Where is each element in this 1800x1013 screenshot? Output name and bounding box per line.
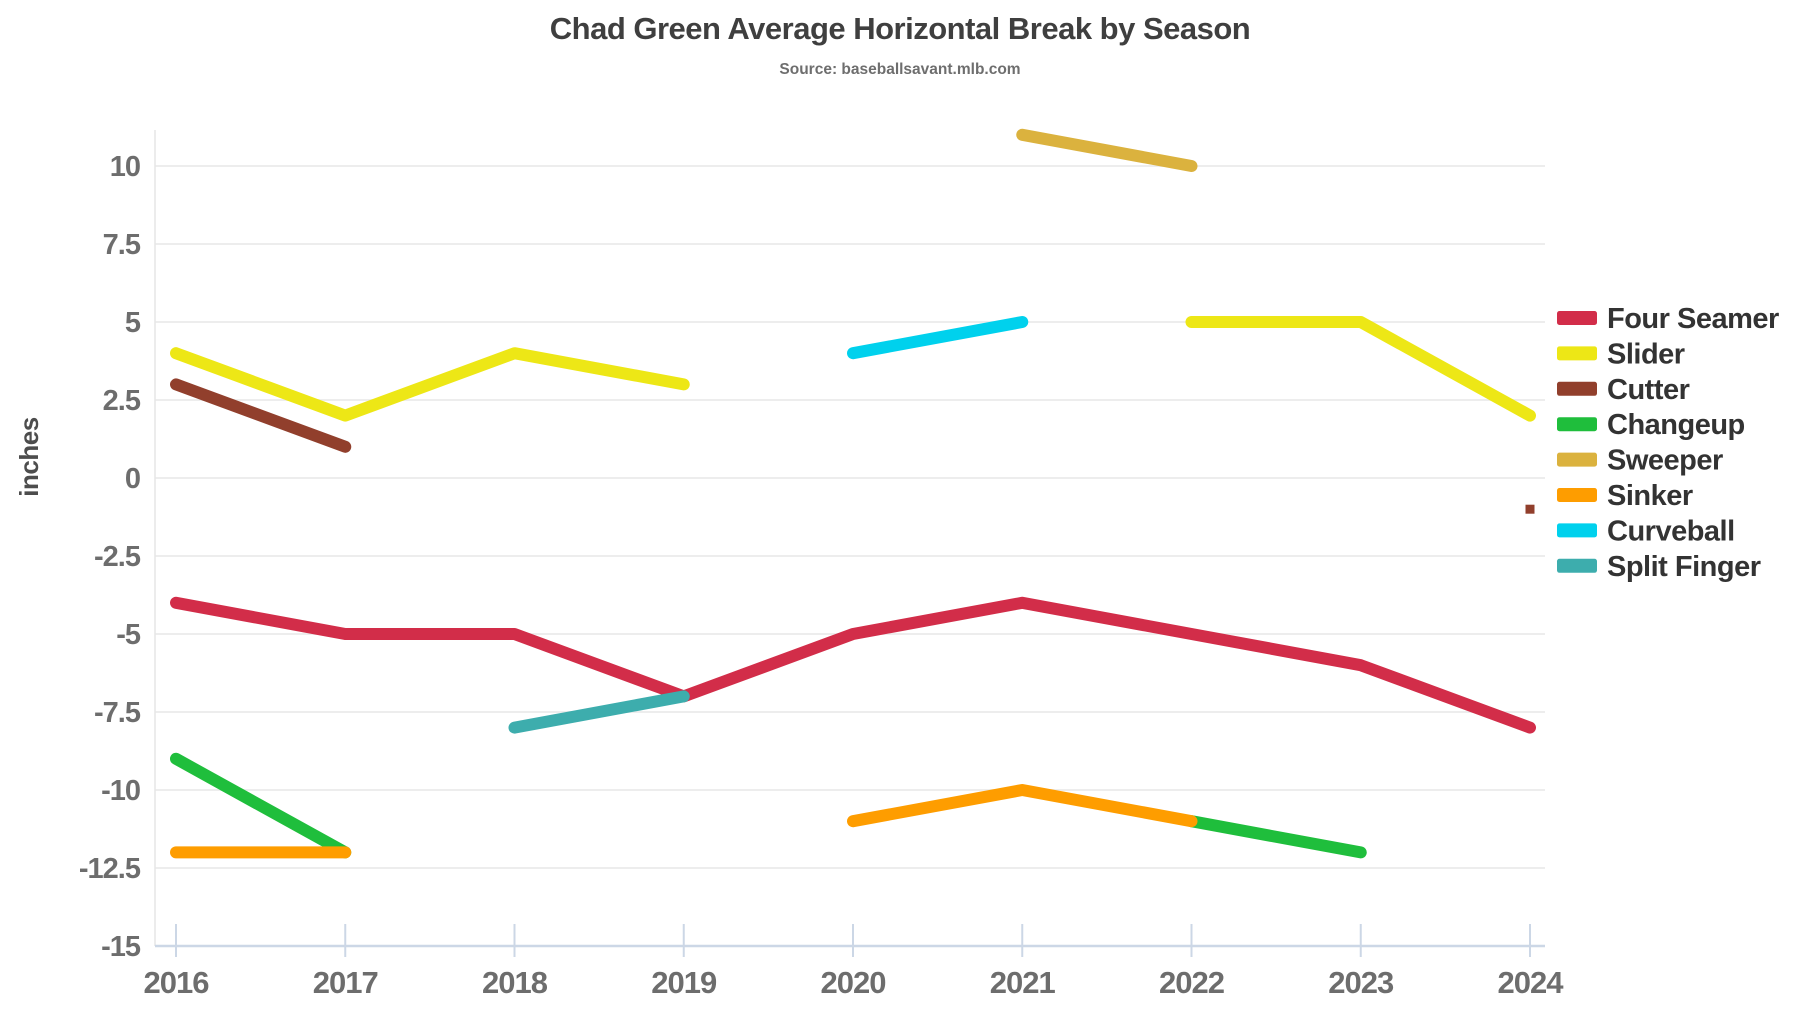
gridlines bbox=[155, 165, 1545, 869]
legend-item-slider: Slider bbox=[1557, 338, 1685, 370]
x-tick-label-2021: 2021 bbox=[990, 965, 1056, 1000]
legend-item-curveball: Curveball bbox=[1557, 515, 1735, 547]
x-tick-label-2024: 2024 bbox=[1498, 965, 1565, 1000]
legend-label-sinker: Sinker bbox=[1607, 480, 1693, 512]
axes bbox=[154, 130, 1545, 957]
legend-label-cutter: Cutter bbox=[1607, 374, 1690, 406]
y-tick-label-10: 10 bbox=[110, 151, 140, 183]
y-tick-label--5: -5 bbox=[116, 619, 141, 651]
y-tick-label--2.5: -2.5 bbox=[94, 541, 141, 573]
x-tick-label-2019: 2019 bbox=[651, 965, 717, 1000]
x-tick-labels: 2016 2017 2018 2019 2020 2021 2022 2023 2024 bbox=[144, 965, 1566, 1000]
series-line-cutter bbox=[170, 378, 352, 453]
legend-label-changeup: Changeup bbox=[1607, 409, 1745, 441]
x-tick-label-2016: 2016 bbox=[144, 965, 210, 1000]
legend-item-sweeper: Sweeper bbox=[1557, 445, 1723, 477]
legend-label-curveball: Curveball bbox=[1607, 515, 1735, 547]
legend-item-four-seamer: Four Seamer bbox=[1557, 303, 1779, 335]
legend-swatch-sweeper bbox=[1557, 452, 1597, 467]
y-tick-label-0: 0 bbox=[125, 463, 140, 495]
y-tick-label--12.5: -12.5 bbox=[79, 853, 141, 885]
series-lines bbox=[170, 128, 1536, 859]
series-line-changeup bbox=[1185, 815, 1367, 859]
y-tick-label-2.5: 2.5 bbox=[103, 385, 141, 417]
legend-swatch-cutter bbox=[1557, 381, 1597, 396]
series-line-four-seamer bbox=[170, 596, 1536, 734]
legend-item-split-finger: Split Finger bbox=[1557, 551, 1761, 583]
x-tick-label-2017: 2017 bbox=[313, 965, 378, 1000]
series-line-slider bbox=[1185, 316, 1536, 422]
legend-swatch-changeup bbox=[1557, 417, 1597, 432]
series-line-sinker bbox=[847, 784, 1198, 828]
x-tick-label-2023: 2023 bbox=[1328, 965, 1394, 1000]
chart-subtitle: Source: baseballsavant.mlb.com bbox=[779, 61, 1020, 78]
y-tick-label--15: -15 bbox=[101, 931, 141, 963]
y-tick-label--10: -10 bbox=[101, 775, 140, 807]
legend-label-sweeper: Sweeper bbox=[1607, 445, 1723, 477]
x-tick-label-2022: 2022 bbox=[1159, 965, 1224, 1000]
series-line-slider bbox=[170, 347, 690, 422]
series-point-cutter bbox=[1525, 504, 1535, 514]
legend-label-slider: Slider bbox=[1607, 338, 1685, 370]
y-tick-label--7.5: -7.5 bbox=[94, 697, 141, 729]
legend-swatch-curveball bbox=[1557, 523, 1597, 538]
legend-label-four-seamer: Four Seamer bbox=[1607, 303, 1779, 335]
series-line-curveball bbox=[847, 316, 1029, 360]
series-line-changeup bbox=[170, 752, 352, 859]
y-tick-labels: 10 7.5 5 2.5 0 -2.5 -5 -7.5 -10 -12.5 -15 bbox=[79, 151, 142, 963]
y-axis-label: inches bbox=[14, 417, 44, 496]
series-line-split-finger bbox=[508, 690, 690, 734]
legend-swatch-sinker bbox=[1557, 488, 1597, 502]
y-tick-label-5: 5 bbox=[125, 307, 141, 339]
legend-item-sinker: Sinker bbox=[1557, 480, 1693, 512]
legend-swatch-slider bbox=[1557, 346, 1597, 361]
x-tick-label-2018: 2018 bbox=[482, 965, 548, 1000]
legend-swatch-four-seamer bbox=[1557, 311, 1597, 325]
series-line-sweeper bbox=[1016, 128, 1198, 172]
legend-item-changeup: Changeup bbox=[1557, 409, 1745, 441]
y-tick-label-7.5: 7.5 bbox=[103, 229, 141, 261]
legend-item-cutter: Cutter bbox=[1557, 374, 1690, 406]
legend-label-split-finger: Split Finger bbox=[1607, 551, 1761, 583]
chart-title: Chad Green Average Horizontal Break by S… bbox=[550, 11, 1251, 46]
legend-swatch-split-finger bbox=[1557, 558, 1597, 573]
x-tick-label-2020: 2020 bbox=[821, 965, 886, 1000]
